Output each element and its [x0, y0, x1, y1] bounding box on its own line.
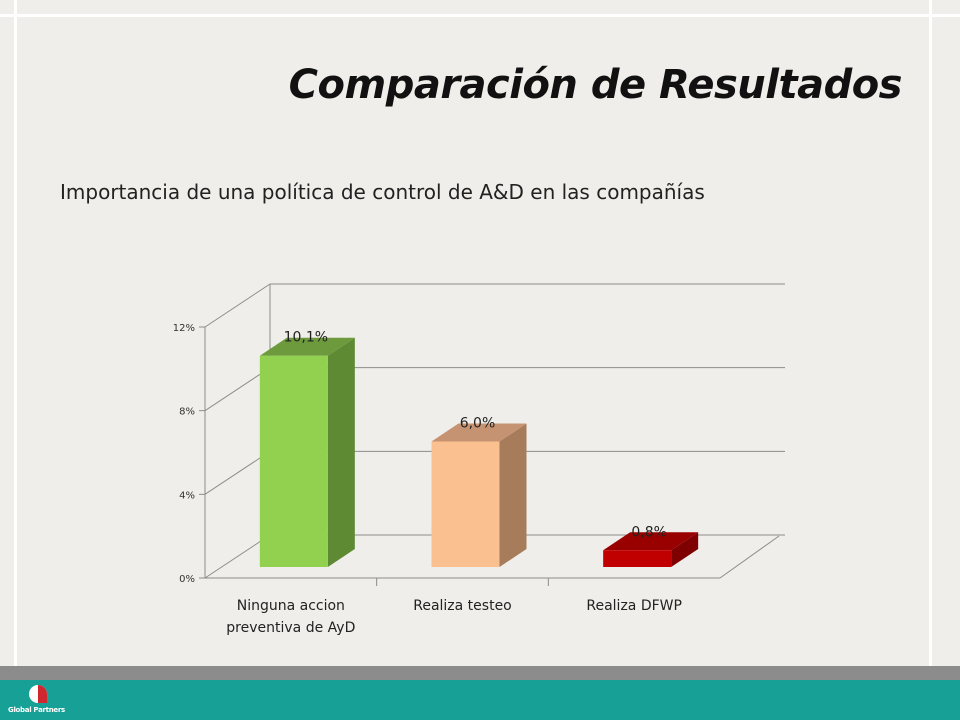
- bar-front: [431, 441, 500, 567]
- chart-bars: [259, 337, 699, 567]
- global-partners-logo-icon: [29, 685, 47, 703]
- bar-front: [259, 355, 328, 567]
- y-tick-label: 0%: [179, 574, 195, 585]
- category-label: Realiza testeo: [413, 598, 512, 614]
- floor-right-edge: [719, 535, 780, 579]
- bar-top: [259, 337, 355, 356]
- bar-side: [327, 337, 355, 567]
- data-label: 6,0%: [460, 416, 496, 432]
- gridline-wall: [204, 367, 271, 412]
- y-tick-label: 12%: [173, 323, 195, 334]
- category-label: Realiza DFWP: [586, 598, 682, 614]
- bar: [603, 532, 699, 567]
- gridline-wall: [204, 450, 271, 495]
- logo-text: Global Partners: [8, 706, 65, 714]
- footer-teal-band: [0, 680, 960, 720]
- chart-grid: [204, 283, 785, 579]
- bar-top: [603, 532, 699, 551]
- category-label: Ninguna accion: [237, 598, 345, 614]
- y-tick-label: 4%: [179, 490, 195, 501]
- gridline-wall: [204, 283, 271, 328]
- chart-labels: 0% 4% 8% 12% 10,1% Ninguna accion preventiva d…: [173, 323, 682, 636]
- slide-subtitle: Importancia de una política de control d…: [60, 180, 705, 204]
- frame-top-line: [0, 14, 960, 17]
- y-tick-label: 8%: [179, 407, 195, 418]
- bar: [431, 423, 527, 567]
- bar-front: [603, 550, 672, 567]
- bar-side: [499, 423, 527, 567]
- slide-title: Comparación de Resultados: [288, 62, 903, 108]
- bar: [259, 337, 355, 567]
- bar-top: [431, 423, 527, 442]
- bar-side: [671, 532, 699, 567]
- category-label: preventiva de AyD: [226, 620, 355, 636]
- footer-gray-band: [0, 666, 960, 680]
- data-label: 0,8%: [631, 524, 667, 540]
- frame-left-line: [14, 0, 17, 666]
- gridline-wall: [204, 534, 271, 579]
- data-label: 10,1%: [284, 330, 328, 346]
- frame-right-line: [929, 0, 932, 666]
